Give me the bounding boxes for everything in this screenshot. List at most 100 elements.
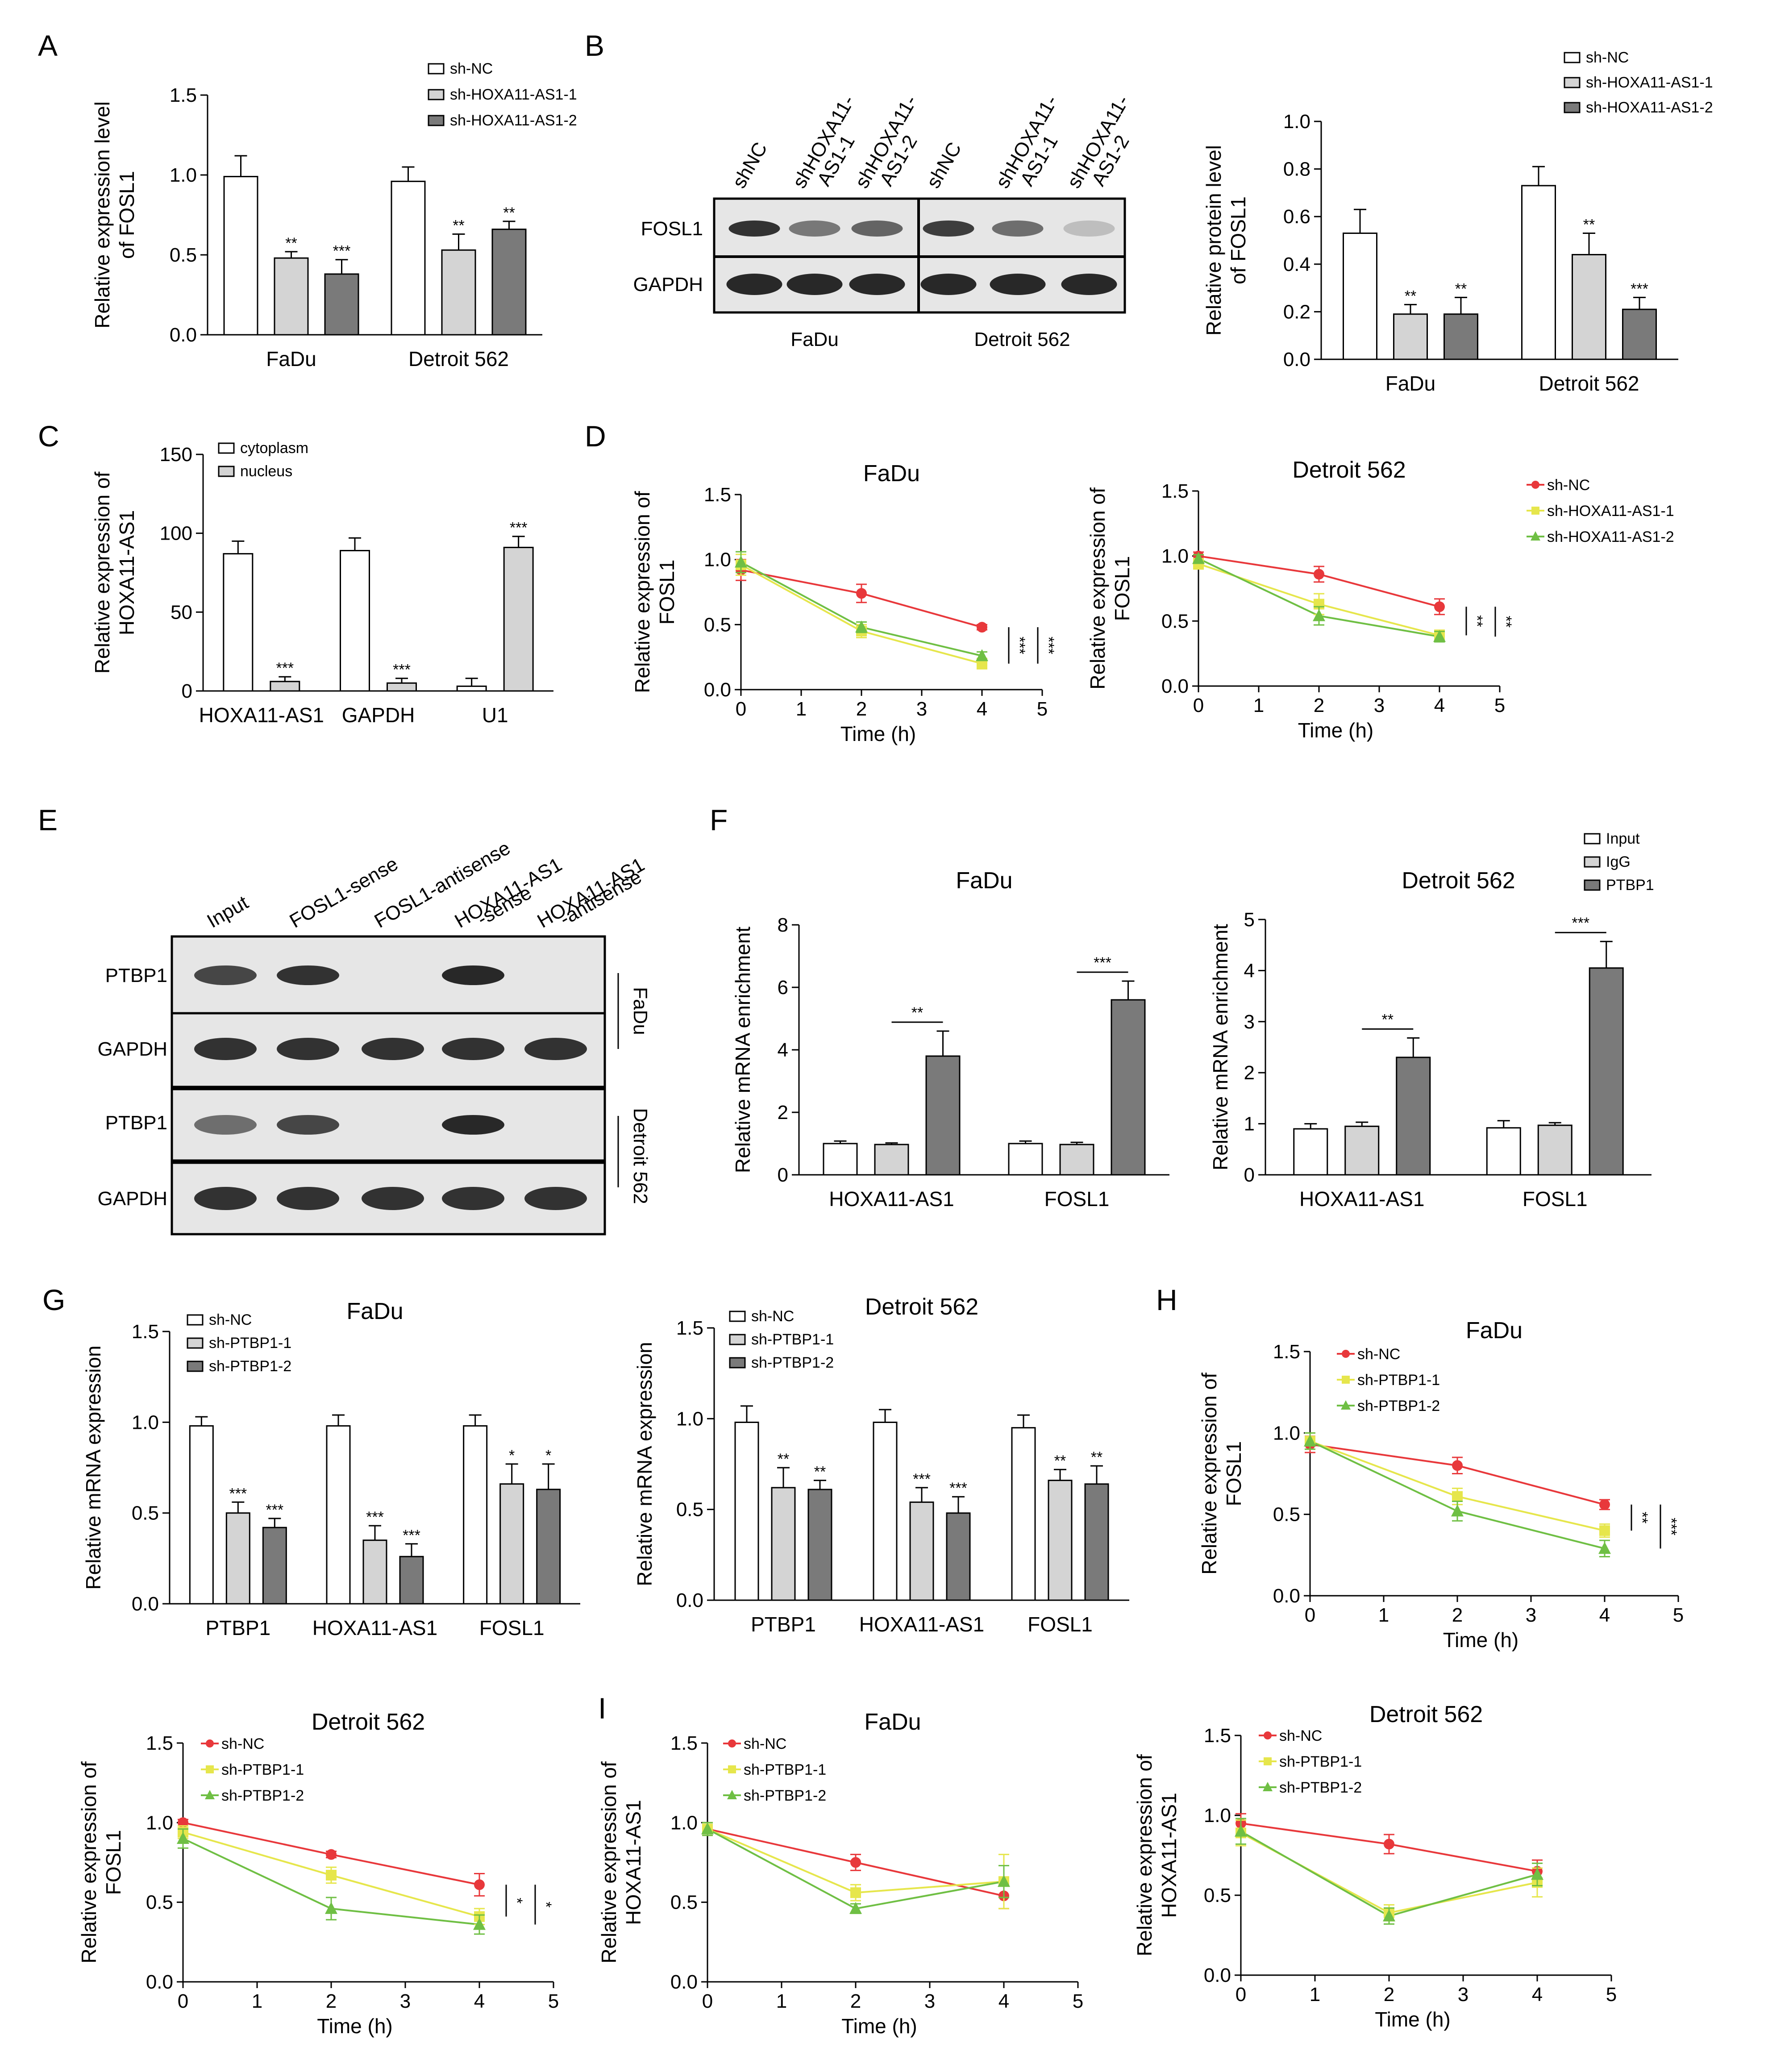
panel-letter-a: A (38, 29, 58, 62)
bar (874, 1144, 909, 1176)
bar (326, 1425, 351, 1605)
legend-label: sh-NC (209, 1311, 252, 1328)
legend-label: sh-PTBP1-2 (221, 1787, 304, 1804)
legend: sh-NC sh-PTBP1-1 sh-PTBP1-2 (187, 1311, 291, 1375)
x-tick-label: 0 (1193, 695, 1204, 716)
blot-group-label: FaDu (629, 987, 651, 1035)
data-point (1452, 1491, 1463, 1502)
y-tick-label: 0.5 (670, 1892, 698, 1914)
blot-lane-label: Input (204, 891, 252, 932)
bar (441, 249, 476, 336)
blot-band (849, 274, 905, 295)
legend-label: sh-PTBP1-1 (221, 1761, 304, 1778)
y-tick-label: 1.0 (132, 1411, 159, 1433)
x-category-label: FOSL1 (1028, 1613, 1093, 1636)
bar (223, 553, 254, 692)
x-tick-label: 5 (1673, 1604, 1684, 1626)
bar (270, 681, 300, 692)
legend-label: sh-HOXA11-AS1-1 (450, 86, 577, 103)
blot-band (786, 274, 843, 295)
y-tick-label: 0.5 (170, 244, 197, 266)
data-point (1341, 1400, 1351, 1410)
panel-d-detroit-chart: 0.0 0.5 1.0 1.5 0 1 2 3 4 5 Time (h) Detroit 562 Rel… (1086, 457, 1674, 742)
data-point (976, 649, 988, 662)
bar (925, 1055, 961, 1176)
significance-label: ** (778, 1451, 789, 1468)
data-point (728, 1765, 736, 1773)
x-tick-label: 2 (326, 1990, 337, 2012)
panel-letter-f: F (710, 803, 728, 836)
chart-title: Detroit 562 (312, 1709, 425, 1735)
legend-swatch (729, 1357, 746, 1369)
legend: cytoplasm nucleus (218, 440, 308, 480)
data-point (735, 555, 747, 568)
y-tick-label: 1.5 (170, 84, 197, 106)
data-point (1433, 630, 1446, 642)
y-tick-label: 0.0 (676, 1589, 703, 1611)
bar (1343, 233, 1377, 360)
y-tick-label: 3 (1244, 1011, 1255, 1033)
data-point (1451, 1504, 1464, 1517)
significance-label: * (537, 1901, 554, 1907)
y-tick-label: 2 (1244, 1062, 1255, 1084)
panel-h-detroit-chart: 0.0 0.5 1.0 1.5 0 1 2 3 4 5 Time (h) Detroit 562 Rel… (77, 1709, 559, 2038)
data-point (206, 1739, 214, 1747)
y-axis-label: Relative expression of (597, 1761, 620, 1964)
significance-label: * (545, 1447, 551, 1464)
legend-label: sh-NC (1357, 1346, 1400, 1363)
significance-label: *** (393, 662, 411, 678)
data-point (1264, 1731, 1272, 1739)
legend-label: sh-NC (450, 60, 493, 77)
legend-swatch (1564, 102, 1581, 113)
x-tick-label: 4 (474, 1990, 485, 2012)
panel-d-fadu-chart: 0.0 0.5 1.0 1.5 0 1 2 3 4 5 Time (h) FaDu Relative e… (631, 461, 1057, 745)
significance-label: *** (913, 1471, 931, 1488)
significance-label: *** (1011, 637, 1028, 654)
bar (1589, 967, 1624, 1176)
legend-label: sh-PTBP1-1 (209, 1335, 291, 1352)
blot-band (789, 221, 840, 237)
bar (391, 180, 426, 336)
x-tick-label: 4 (1434, 695, 1445, 716)
chart-title: Detroit 562 (1369, 1702, 1483, 1727)
significance-label: *** (1631, 280, 1648, 297)
bar (225, 1512, 250, 1605)
y-axis-label: FOSL1 (655, 560, 678, 625)
x-tick-label: 5 (548, 1990, 559, 2012)
significance-label: ** (285, 235, 297, 252)
y-tick-label: 1.5 (676, 1317, 703, 1339)
chart-title: FaDu (863, 461, 920, 487)
significance-label: ** (1054, 1452, 1066, 1469)
y-axis-label: Relative protein level (1202, 145, 1225, 336)
y-tick-label: 1.5 (704, 484, 731, 506)
bar (399, 1556, 424, 1605)
x-axis-label: Time (h) (840, 722, 916, 745)
bar (1111, 999, 1146, 1176)
bar (1344, 1125, 1380, 1176)
blot-band (194, 1115, 257, 1135)
y-axis-label: Relative mRNA enrichment (731, 927, 754, 1173)
y-tick-label: 1.5 (146, 1732, 173, 1754)
series-line (740, 564, 982, 665)
y-axis-label: Relative expression level (91, 101, 114, 329)
data-point (177, 1832, 189, 1844)
panel-letter-i: I (598, 1692, 606, 1725)
data-point (1235, 1824, 1247, 1837)
x-category-label: Detroit 562 (408, 347, 509, 370)
bar (1486, 1127, 1521, 1176)
bar (1048, 1480, 1073, 1601)
x-category-label: HOXA11-AS1 (859, 1613, 984, 1636)
panel-letter-c: C (38, 420, 59, 453)
y-tick-label: 0.0 (1204, 1964, 1231, 1986)
x-category-label: HOXA11-AS1 (1299, 1187, 1424, 1211)
y-tick-label: 0.5 (132, 1502, 159, 1524)
panel-letter-b: B (585, 29, 604, 62)
y-axis-label: Relative expression of (77, 1761, 100, 1964)
blot-band (524, 1038, 587, 1060)
blot-band (442, 1115, 504, 1135)
significance-label: *** (510, 520, 528, 537)
y-axis-label: Relative expression of (1198, 1373, 1221, 1575)
blot-band (362, 1187, 424, 1210)
significance-label: *** (1663, 1518, 1680, 1535)
legend-swatch (187, 1314, 204, 1326)
